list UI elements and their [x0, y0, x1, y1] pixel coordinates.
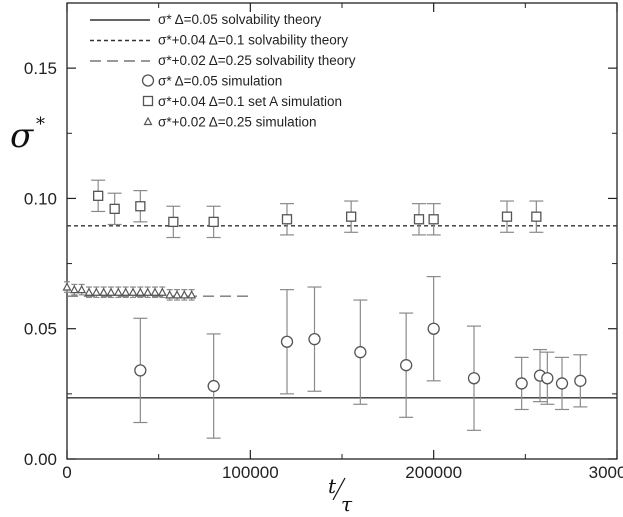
legend-label: σ* Δ=0.05 solvability theory [158, 12, 322, 27]
data-point-circle [134, 364, 147, 377]
data-point-triangle [84, 287, 94, 296]
x-tick-label: 0 [62, 463, 71, 482]
data-point-circle [555, 377, 569, 390]
data-point-square [208, 216, 219, 228]
y-tick-label: 0.00 [24, 450, 57, 469]
data-point-triangle [165, 290, 175, 299]
data-point-triangle [62, 282, 72, 291]
data-point-circle [207, 379, 220, 393]
data-point-square [346, 211, 357, 222]
data-point-circle [515, 377, 528, 390]
data-point-circle [308, 332, 321, 346]
data-point-triangle [128, 287, 138, 296]
data-point-triangle [187, 290, 197, 299]
data-point-square [501, 211, 513, 222]
y-tick-labels: 0.00 0.05 0.10 0.15 [24, 59, 57, 469]
data-point-square [413, 214, 425, 225]
data-point-circle [280, 335, 294, 348]
data-point-square [135, 201, 146, 212]
legend-label: σ* Δ=0.05 simulation [158, 74, 282, 89]
data-point-square [168, 216, 179, 228]
data-point-circle [400, 359, 413, 372]
axis-ticks [66, 3, 618, 460]
x-tick-label: 100000 [222, 463, 279, 482]
data-point-circle [427, 322, 440, 335]
data-point-triangle [150, 287, 160, 296]
legend-label: σ*+0.04 Δ=0.1 set A simulation [158, 94, 342, 109]
series-lines [67, 225, 617, 399]
data-point-square [428, 214, 439, 225]
data-point-triangle [113, 287, 123, 296]
y-axis-label-star: * [36, 114, 45, 135]
data-point-triangle [106, 287, 116, 296]
legend-swatch-square [142, 95, 154, 107]
y-tick-label: 0.05 [24, 320, 57, 339]
legend: σ* Δ=0.05 solvability theory σ*+0.04 Δ=0.… [90, 12, 356, 130]
x-axis-label: t τ [328, 474, 353, 516]
data-point-triangle [121, 287, 131, 296]
data-point-triangle [69, 284, 79, 294]
y-axis-label-symbol: σ [10, 116, 34, 156]
data-point-triangle [135, 287, 145, 296]
data-point-square [531, 211, 542, 222]
data-point-circle [574, 374, 587, 387]
legend-label: σ*+0.02 Δ=0.25 solvability theory [158, 53, 356, 68]
y-tick-label: 0.15 [24, 59, 57, 78]
data-point-triangle [91, 287, 101, 296]
legend-swatch-triangle [143, 116, 153, 126]
legend-label: σ*+0.02 Δ=0.25 simulation [158, 115, 316, 130]
legend-label: σ*+0.04 Δ=0.1 solvability theory [158, 33, 348, 48]
legend-swatch-circle [141, 74, 155, 87]
data-point-triangle [143, 287, 153, 296]
data-point-square [109, 203, 120, 215]
data-point-triangle [77, 284, 87, 294]
data-point-square [281, 214, 293, 225]
data-point-triangle [172, 290, 182, 299]
data-point-circle [354, 346, 367, 359]
y-axis-label: σ * [10, 114, 45, 156]
x-axis-label-numerator: t [328, 474, 337, 498]
x-axis-label-slash [332, 477, 346, 501]
data-point-square [93, 190, 104, 201]
data-point-circle [541, 372, 554, 385]
x-tick-label: 200000 [405, 463, 462, 482]
x-tick-labels: 0 100000 200000 300000 [62, 463, 623, 482]
data-point-triangle [99, 287, 109, 296]
series-points [62, 179, 588, 439]
x-axis-label-denominator: τ [341, 492, 353, 516]
data-point-triangle [157, 287, 167, 296]
data-point-circle [467, 372, 481, 385]
y-tick-label: 0.10 [24, 189, 57, 208]
x-tick-label: 300000 [589, 463, 623, 482]
data-point-triangle [179, 290, 189, 299]
plot-frame [66, 2, 618, 460]
